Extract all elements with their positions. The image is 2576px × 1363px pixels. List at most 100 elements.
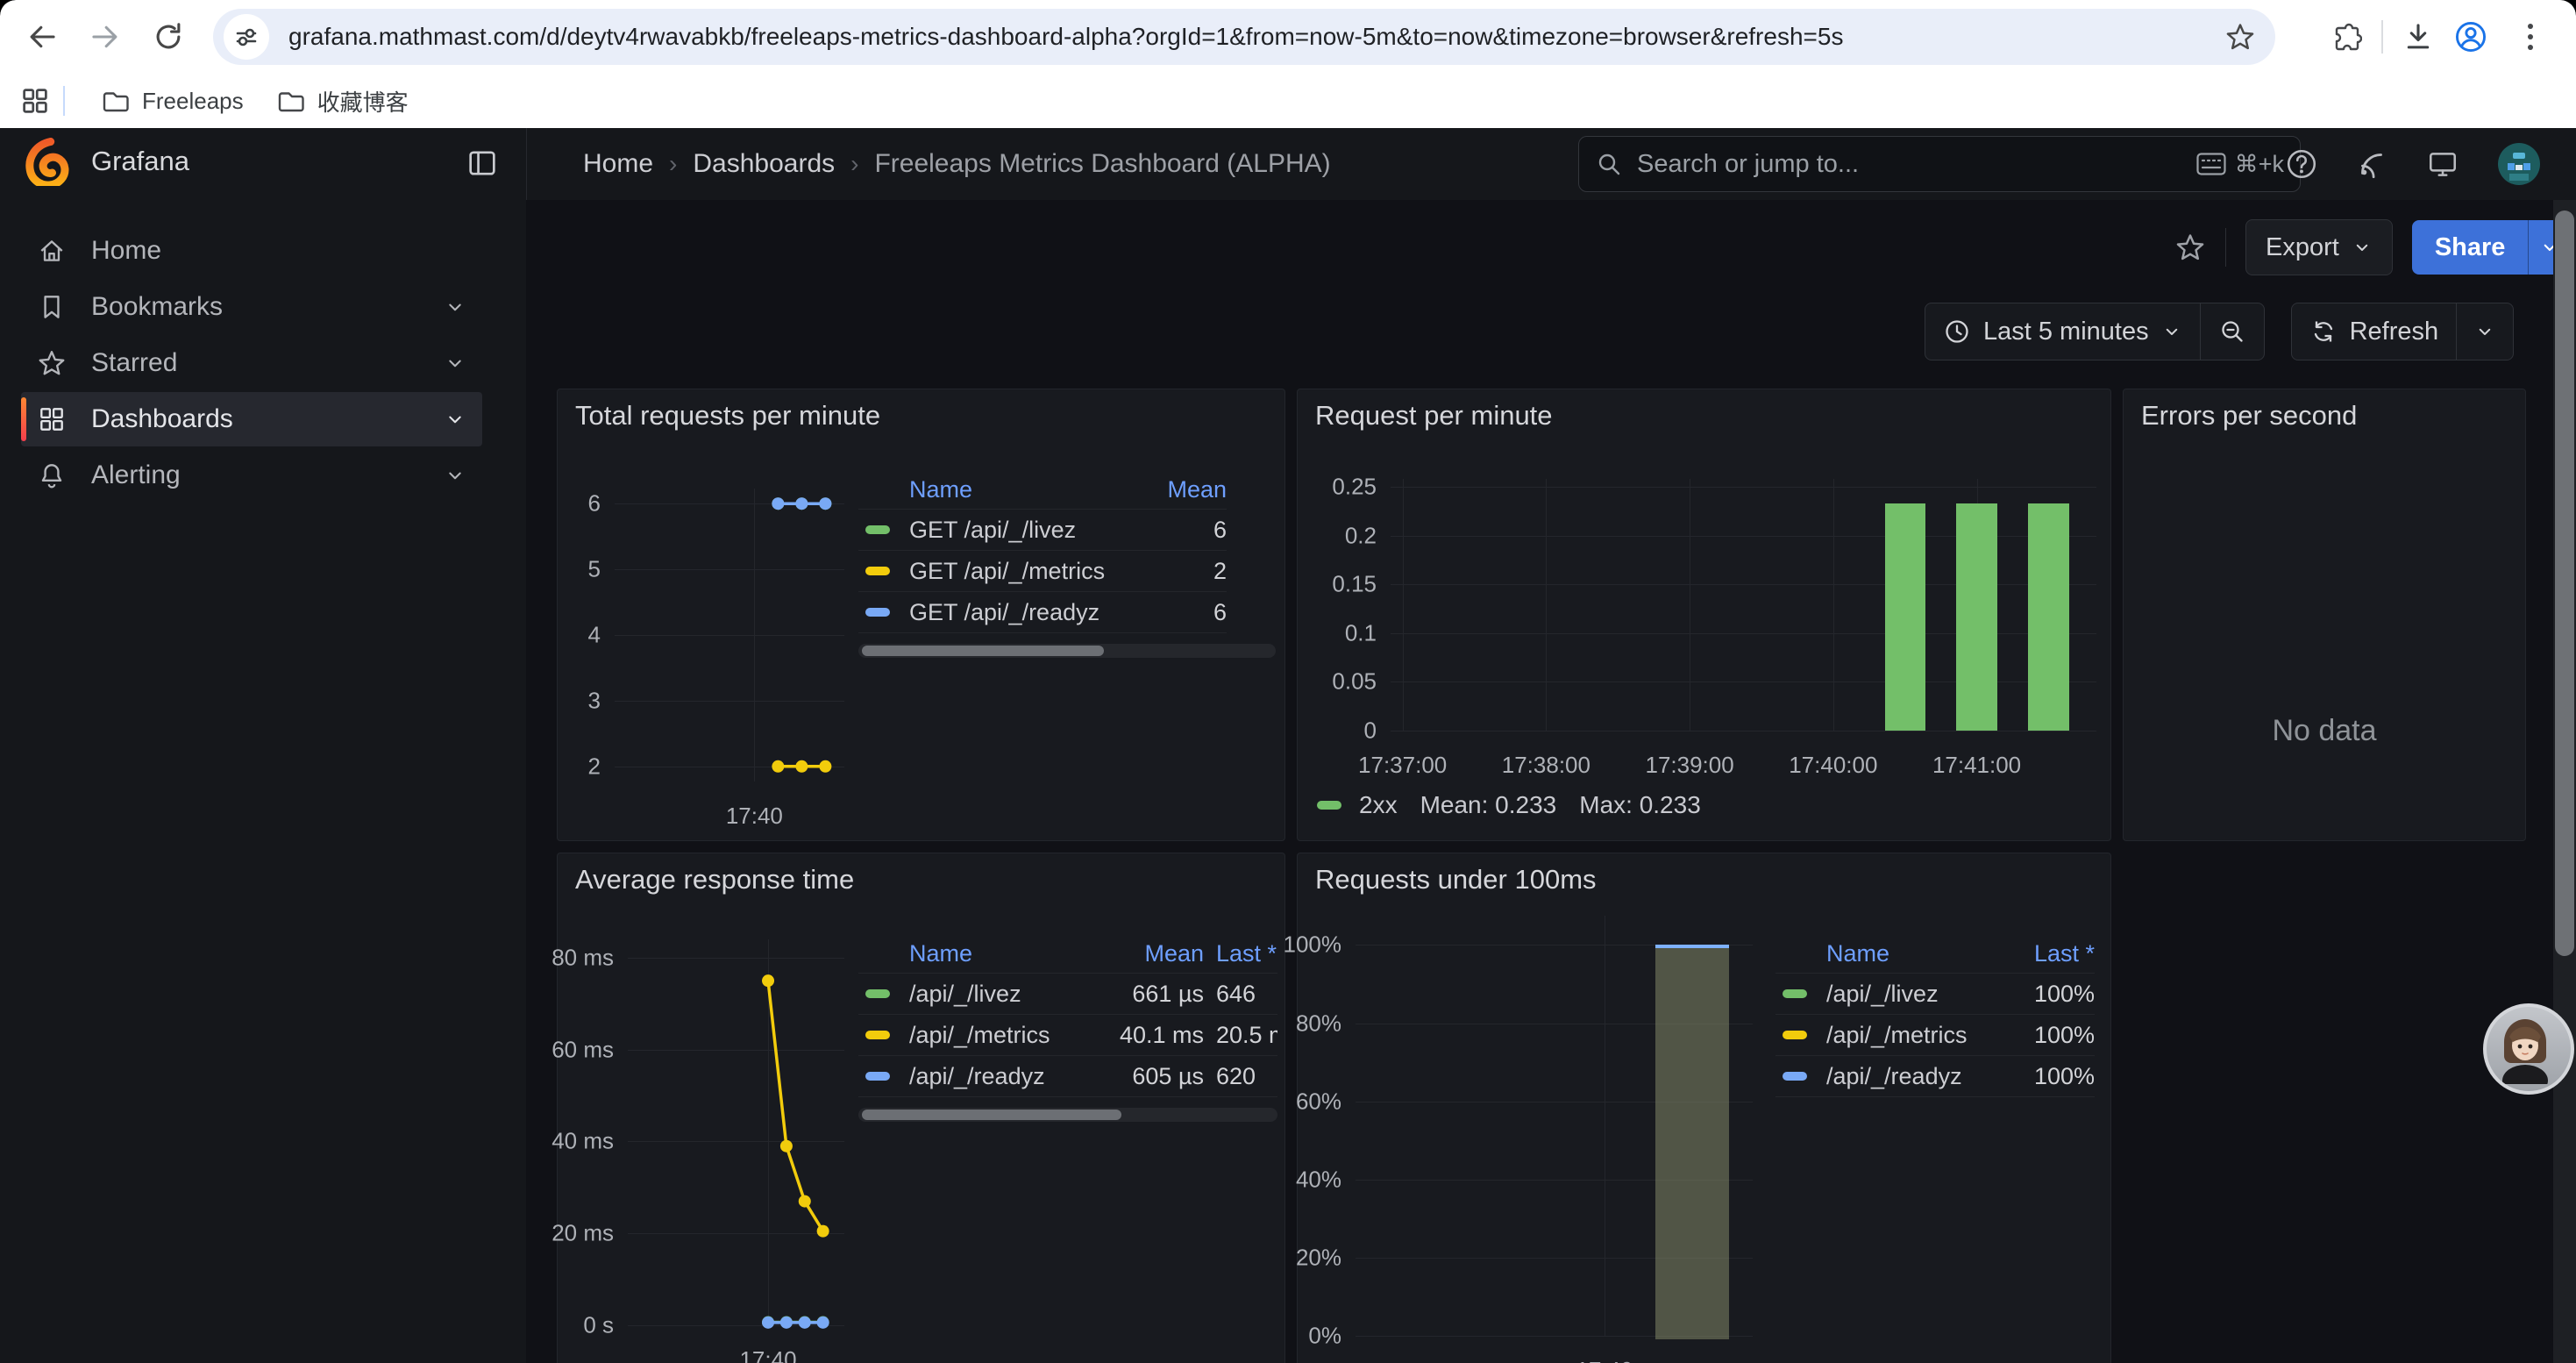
series-name[interactable]: GET /api/_/readyz: [909, 598, 1100, 625]
time-range-button[interactable]: Last 5 minutes: [1925, 303, 2200, 360]
legend-header-name[interactable]: Name: [1826, 939, 1890, 967]
panel-errors-per-second[interactable]: Errors per second No data: [2123, 389, 2526, 841]
panel-request-per-minute[interactable]: Request per minute 0.25 0.2 0.15 0.1 0.05 0 17…: [1297, 389, 2111, 841]
browser-actions: [2320, 0, 2576, 74]
back-button[interactable]: [16, 11, 68, 63]
legend-row[interactable]: /api/_/metrics 40.1 ms 20.5 m: [858, 1015, 1277, 1056]
breadcrumb-dashboards[interactable]: Dashboards: [693, 149, 836, 178]
favorite-star-button[interactable]: [2174, 232, 2206, 263]
profile-button[interactable]: [2444, 11, 2497, 63]
legend-scrollbar[interactable]: [858, 644, 1276, 658]
refresh-interval-button[interactable]: [2457, 303, 2513, 360]
bookmark-folder-freeleaps[interactable]: Freeleaps: [84, 79, 260, 123]
sidebar-item-dashboards[interactable]: Dashboards: [21, 392, 482, 446]
panel-total-requests[interactable]: Total requests per minute 6 5 4 3 2 17:40 Nam…: [557, 389, 1285, 841]
search-input[interactable]: [1635, 148, 2184, 180]
chevron-down-icon[interactable]: [444, 464, 466, 487]
news-rss-icon[interactable]: [2355, 147, 2388, 181]
grafana-brand[interactable]: Grafana: [25, 137, 189, 186]
panel-title: Total requests per minute: [575, 400, 881, 431]
sidebar-item-starred[interactable]: Starred: [21, 336, 482, 390]
legend-row[interactable]: /api/_/livez 661 µs 646: [858, 974, 1277, 1015]
series-name[interactable]: GET /api/_/metrics: [909, 557, 1106, 584]
series-name[interactable]: /api/_/metrics: [909, 1021, 1050, 1048]
user-avatar[interactable]: [2497, 142, 2541, 186]
scrollbar-thumb[interactable]: [862, 646, 1105, 656]
toolbar-divider: [2381, 20, 2383, 54]
dashboard-actions: Export Share: [2174, 219, 2572, 275]
browser-menu-button[interactable]: [2497, 11, 2564, 63]
avatar-girl-illustration: [2502, 1019, 2548, 1084]
bookmarks-bar: Freeleaps 收藏博客: [0, 74, 2576, 128]
legend-header-name[interactable]: Name: [909, 939, 973, 967]
sidebar-item-bookmarks[interactable]: Bookmarks: [21, 280, 482, 334]
chevron-down-icon[interactable]: [444, 296, 466, 318]
breadcrumb-home[interactable]: Home: [583, 149, 654, 178]
series-color-pill: [1783, 989, 1807, 998]
downloads-button[interactable]: [2392, 11, 2444, 63]
legend-row[interactable]: /api/_/readyz 605 µs 620: [858, 1056, 1277, 1097]
series-last: 100%: [2033, 980, 2095, 1007]
apps-grid-button[interactable]: [19, 85, 51, 117]
keyboard-icon: [2196, 153, 2226, 175]
legend-row[interactable]: GET /api/_/readyz 6: [858, 592, 1227, 633]
legend-header-mean[interactable]: Mean: [1167, 475, 1227, 503]
zoom-out-icon: [2221, 321, 2243, 342]
help-icon[interactable]: [2285, 147, 2318, 181]
zoom-out-button[interactable]: [2201, 303, 2264, 360]
forward-button[interactable]: [79, 11, 132, 63]
legend-row[interactable]: GET /api/_/metrics 2: [858, 551, 1227, 592]
chevron-down-icon[interactable]: [444, 352, 466, 375]
series-name[interactable]: /api/_/metrics: [1826, 1021, 1968, 1048]
page-scrollbar-thumb[interactable]: [2555, 211, 2574, 956]
kiosk-monitor-icon[interactable]: [2425, 147, 2460, 181]
series-name[interactable]: /api/_/livez: [909, 980, 1021, 1007]
home-icon: [40, 240, 63, 261]
legend-row[interactable]: /api/_/readyz 100%: [1775, 1056, 2095, 1097]
series-name[interactable]: 2xx: [1359, 791, 1398, 818]
legend-header-mean[interactable]: Mean: [1144, 939, 1204, 967]
share-button[interactable]: Share: [2411, 220, 2529, 275]
scrollbar-thumb[interactable]: [862, 1110, 1122, 1120]
sidebar-item-alerting[interactable]: Alerting: [21, 448, 482, 503]
chevron-down-icon[interactable]: [444, 408, 466, 431]
search-box[interactable]: ⌘+k: [1578, 136, 2301, 192]
bookmark-folder-blogs[interactable]: 收藏博客: [260, 78, 424, 125]
bookmark-star-button[interactable]: [2224, 21, 2256, 53]
url-text[interactable]: grafana.mathmast.com/d/deytv4rwavabkb/fr…: [288, 23, 1844, 50]
legend-scrollbar[interactable]: [858, 1108, 1277, 1122]
series-mean: 661 µs: [1132, 980, 1204, 1007]
refresh-button[interactable]: Refresh: [2292, 303, 2457, 360]
chevron-down-icon: [2166, 328, 2177, 335]
series-name[interactable]: GET /api/_/livez: [909, 516, 1077, 543]
address-bar[interactable]: grafana.mathmast.com/d/deytv4rwavabkb/fr…: [213, 9, 2275, 65]
series-last: 100%: [2033, 1021, 2095, 1048]
panel-title: Requests under 100ms: [1315, 864, 1597, 895]
forward-arrow-icon: [92, 25, 117, 48]
topnav-divider: [526, 128, 527, 200]
legend-header-name[interactable]: Name: [909, 475, 973, 503]
series-name[interactable]: /api/_/readyz: [909, 1062, 1045, 1089]
extensions-button[interactable]: [2320, 11, 2373, 63]
floating-assistant-avatar[interactable]: [2483, 1003, 2574, 1095]
legend-header-last[interactable]: Last *: [1216, 939, 1277, 967]
panel-requests-under-100ms[interactable]: Requests under 100ms 100%80%60%40%20%0%1…: [1284, 853, 2111, 1363]
panel-average-response-time[interactable]: Average response time 80 ms 60 ms 40 ms 20 …: [551, 853, 1285, 1363]
series-name[interactable]: /api/_/livez: [1826, 980, 1939, 1007]
legend-inline[interactable]: 2xx Mean: 0.233 Max: 0.233: [1317, 791, 1701, 819]
chevron-down-icon: [2544, 244, 2556, 252]
sidebar-item-home[interactable]: Home: [21, 224, 482, 278]
legend-row[interactable]: /api/_/livez 100%: [1775, 974, 2095, 1015]
share-label: Share: [2434, 232, 2506, 261]
sidebar-item-label: Alerting: [91, 460, 181, 489]
legend-row[interactable]: /api/_/metrics 100%: [1775, 1015, 2095, 1056]
legend-header-last[interactable]: Last *: [2033, 939, 2095, 967]
mega-menu-toggle[interactable]: [465, 146, 500, 181]
site-settings-button[interactable]: [224, 14, 269, 60]
series-last: 646: [1216, 980, 1256, 1007]
series-mean: 40.1 ms: [1119, 1021, 1204, 1048]
series-name[interactable]: /api/_/readyz: [1826, 1062, 1962, 1089]
export-button[interactable]: Export: [2245, 219, 2393, 275]
reload-button[interactable]: [142, 11, 195, 63]
legend-row[interactable]: GET /api/_/livez 6: [858, 510, 1227, 551]
